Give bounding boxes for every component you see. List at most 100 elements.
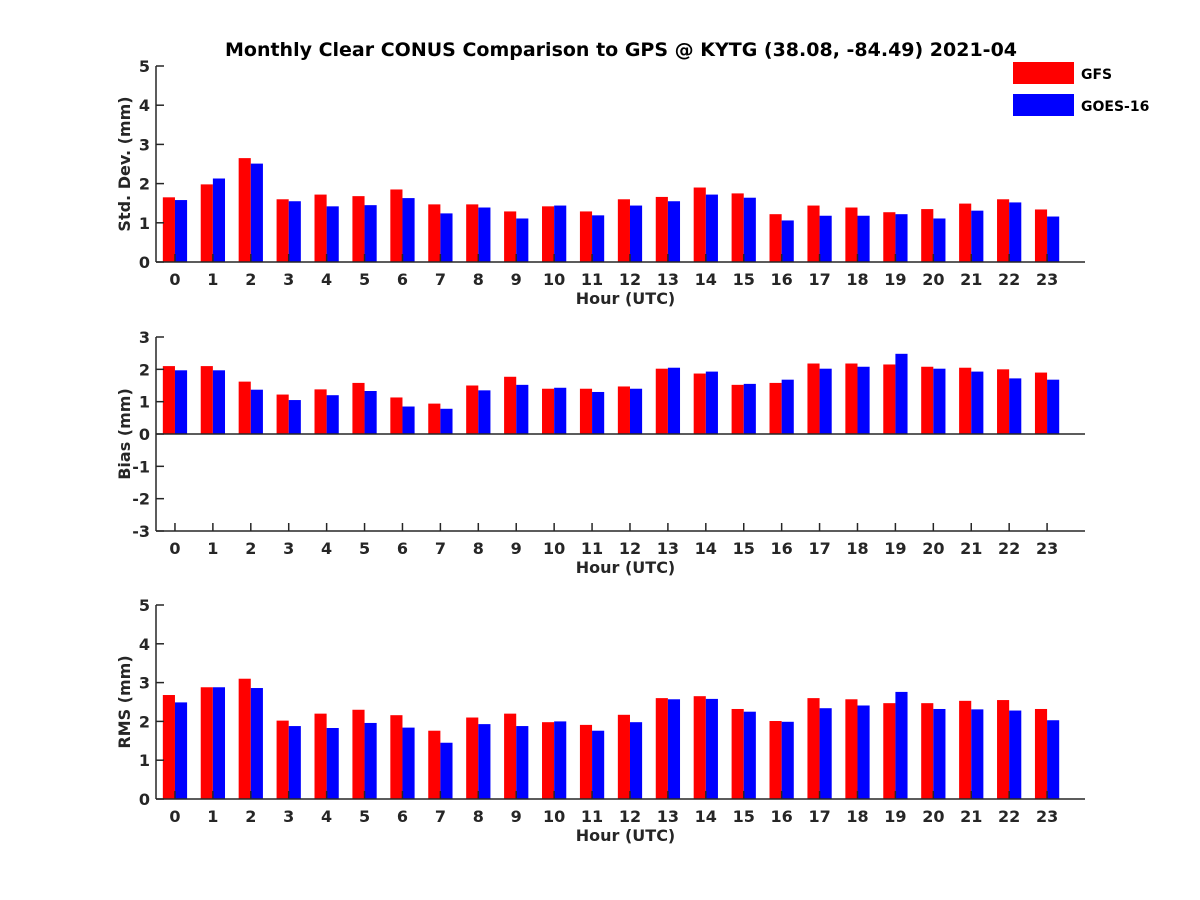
x-axis-label-rms: Hour (UTC) <box>576 826 676 845</box>
y-tick-label-bias: -1 <box>132 457 150 476</box>
bar-rms-goes16-4 <box>326 728 339 799</box>
x-tick-label-stddev: 12 <box>619 270 641 289</box>
x-tick-label-stddev: 0 <box>169 270 180 289</box>
bar-rms-goes16-22 <box>1009 710 1022 799</box>
x-tick-label-bias: 21 <box>960 539 982 558</box>
bar-stddev-gfs-16 <box>769 214 782 262</box>
bar-rms-gfs-11 <box>579 724 593 799</box>
x-tick-label-rms: 19 <box>884 807 906 826</box>
bar-stddev-goes16-2 <box>250 163 263 262</box>
bar-bias-goes16-9 <box>516 384 529 434</box>
bar-rms-gfs-10 <box>542 722 555 799</box>
x-tick-label-stddev: 17 <box>808 270 830 289</box>
bar-rms-goes16-0 <box>174 702 188 799</box>
x-tick-label-stddev: 11 <box>581 270 603 289</box>
x-tick-label-bias: 2 <box>245 539 256 558</box>
bar-rms-goes16-2 <box>250 688 263 799</box>
y-tick-label-rms: 2 <box>139 712 150 731</box>
bar-stddev-gfs-17 <box>807 205 820 262</box>
bar-stddev-goes16-4 <box>326 206 339 262</box>
x-tick-label-rms: 14 <box>695 807 717 826</box>
bar-stddev-goes16-5 <box>364 205 377 262</box>
bar-rms-goes16-10 <box>554 721 567 799</box>
bar-bias-goes16-10 <box>554 387 567 434</box>
bar-stddev-goes16-16 <box>781 220 794 262</box>
y-tick-label-rms: 5 <box>139 596 150 615</box>
bar-stddev-gfs-9 <box>504 211 517 262</box>
legend-swatch-gfs <box>1013 62 1074 84</box>
x-tick-label-bias: 12 <box>619 539 641 558</box>
bar-rms-gfs-17 <box>807 698 820 799</box>
bar-bias-gfs-5 <box>352 382 365 434</box>
x-tick-label-bias: 16 <box>771 539 793 558</box>
bar-stddev-gfs-2 <box>238 158 251 262</box>
bar-rms-gfs-3 <box>276 720 289 799</box>
y-tick-label-bias: 1 <box>139 393 150 412</box>
bar-rms-goes16-14 <box>705 698 718 799</box>
y-tick-label-stddev: 0 <box>139 253 150 272</box>
bar-rms-goes16-6 <box>402 727 415 799</box>
x-tick-label-bias: 11 <box>581 539 603 558</box>
bar-stddev-gfs-18 <box>845 207 858 262</box>
x-tick-label-stddev: 7 <box>435 270 446 289</box>
x-tick-label-bias: 3 <box>283 539 294 558</box>
bar-stddev-gfs-6 <box>390 189 403 262</box>
bar-bias-goes16-19 <box>895 353 908 434</box>
bar-stddev-goes16-11 <box>592 215 605 262</box>
bar-stddev-gfs-3 <box>276 199 289 262</box>
bar-rms-goes16-23 <box>1047 720 1060 799</box>
bar-bias-goes16-5 <box>364 391 377 434</box>
bar-stddev-gfs-10 <box>542 206 555 262</box>
bar-stddev-goes16-21 <box>971 210 984 262</box>
x-tick-label-bias: 8 <box>473 539 484 558</box>
bar-rms-goes16-21 <box>971 709 984 799</box>
bar-bias-gfs-6 <box>390 397 403 434</box>
bar-rms-goes16-13 <box>667 699 681 799</box>
bar-stddev-gfs-19 <box>883 212 896 262</box>
bar-bias-gfs-1 <box>200 366 213 434</box>
x-tick-label-rms: 10 <box>543 807 565 826</box>
x-tick-label-bias: 18 <box>846 539 868 558</box>
bar-rms-gfs-23 <box>1034 708 1048 799</box>
bar-bias-gfs-19 <box>883 364 896 434</box>
y-tick-label-bias: -3 <box>132 522 150 541</box>
bar-stddev-gfs-0 <box>162 197 175 262</box>
bar-rms-goes16-7 <box>440 742 453 799</box>
y-tick-label-bias: 0 <box>139 425 150 444</box>
x-tick-label-bias: 19 <box>884 539 906 558</box>
x-tick-label-stddev: 21 <box>960 270 982 289</box>
bar-rms-gfs-7 <box>428 730 441 799</box>
bar-bias-gfs-20 <box>921 366 934 434</box>
bar-bias-goes16-2 <box>250 389 263 434</box>
bar-stddev-gfs-11 <box>579 211 593 262</box>
y-axis-label-rms: RMS (mm) <box>115 655 134 748</box>
bar-bias-gfs-12 <box>617 386 630 434</box>
bar-rms-gfs-2 <box>238 678 251 799</box>
y-tick-label-rms: 3 <box>139 674 150 693</box>
bar-bias-goes16-6 <box>402 406 415 434</box>
x-tick-label-rms: 4 <box>321 807 332 826</box>
x-tick-label-stddev: 5 <box>359 270 370 289</box>
bar-bias-goes16-4 <box>326 395 339 434</box>
bar-rms-gfs-0 <box>162 695 175 799</box>
bar-bias-gfs-3 <box>276 394 289 434</box>
bar-bias-goes16-0 <box>174 370 188 434</box>
bar-bias-goes16-11 <box>592 391 605 434</box>
y-tick-label-stddev: 4 <box>139 96 150 115</box>
x-tick-label-stddev: 1 <box>207 270 218 289</box>
bar-rms-goes16-16 <box>781 721 794 799</box>
bar-bias-goes16-21 <box>971 371 984 434</box>
x-tick-label-stddev: 3 <box>283 270 294 289</box>
bar-bias-goes16-18 <box>857 366 870 434</box>
y-tick-label-stddev: 1 <box>139 214 150 233</box>
bar-stddev-goes16-23 <box>1047 216 1060 262</box>
y-axis-label-bias: Bias (mm) <box>115 388 134 480</box>
x-tick-label-rms: 15 <box>733 807 755 826</box>
bar-stddev-gfs-4 <box>314 194 327 262</box>
legend-label-goes16: GOES-16 <box>1081 99 1149 115</box>
y-tick-label-rms: 1 <box>139 751 150 770</box>
x-tick-label-bias: 6 <box>397 539 408 558</box>
bar-stddev-goes16-13 <box>667 201 681 262</box>
x-tick-label-bias: 13 <box>657 539 679 558</box>
bar-rms-gfs-8 <box>466 717 479 799</box>
